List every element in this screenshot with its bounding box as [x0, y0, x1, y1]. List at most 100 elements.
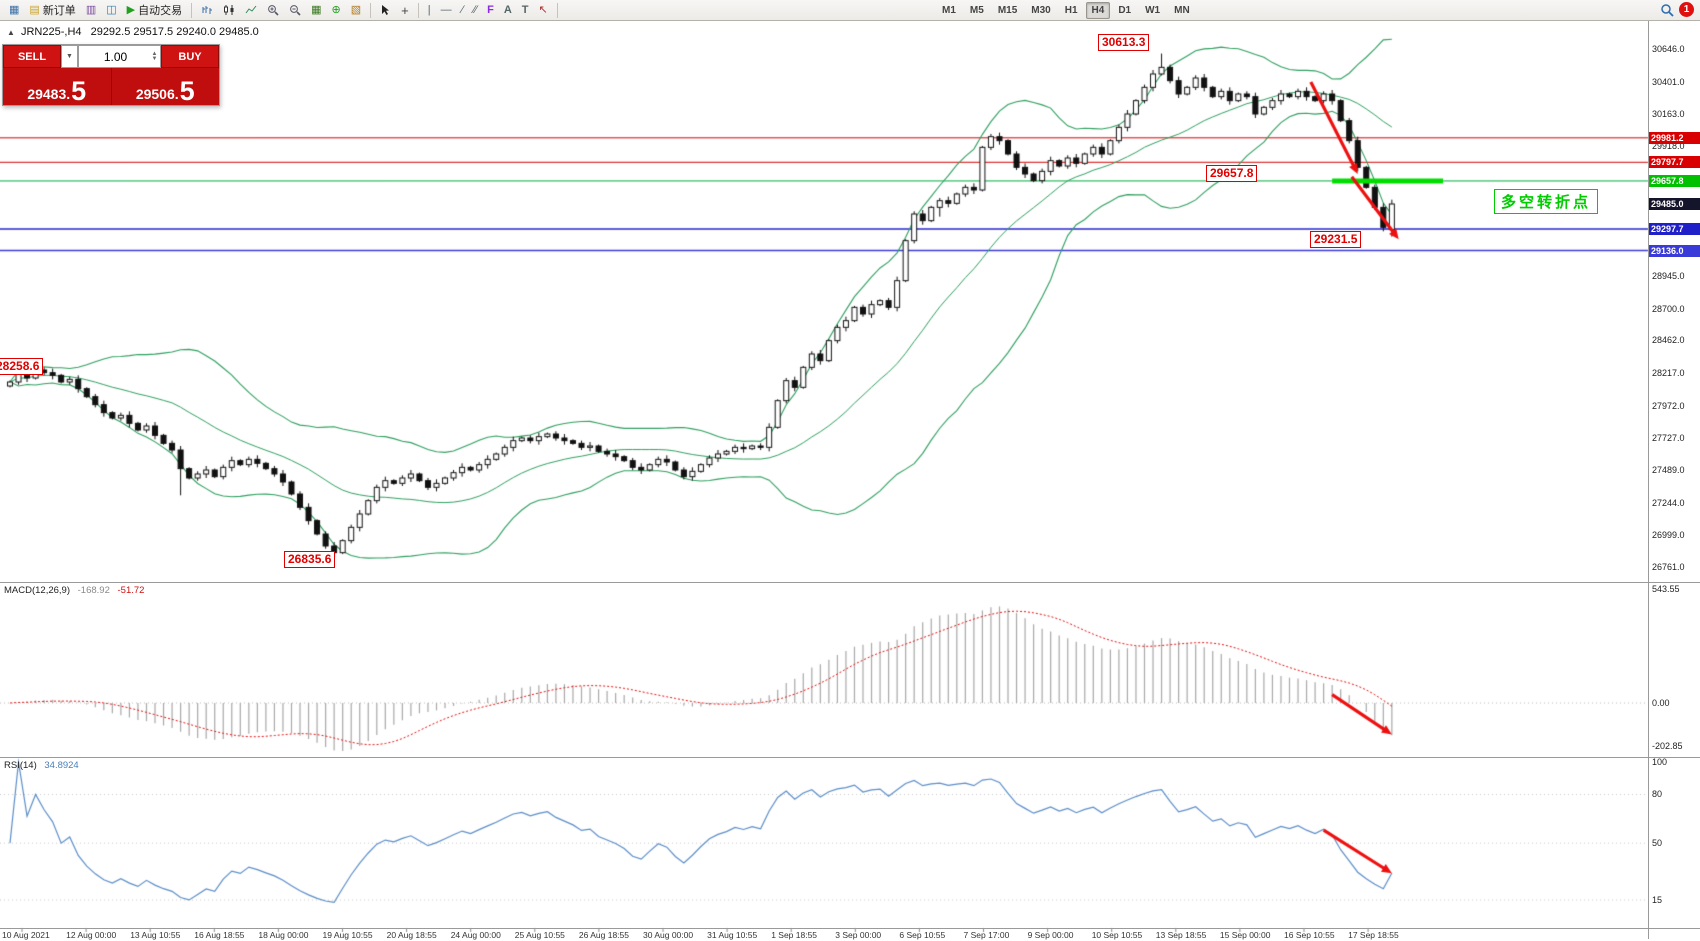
symbol-header: ▲ JRN225-,H4 29292.5 29517.5 29240.0 294… [7, 26, 259, 38]
volume-stepper[interactable]: ▲ ▼ [150, 46, 159, 67]
sell-price-display[interactable]: 29483. 5 [3, 68, 111, 105]
auto-trading-label: 自动交易 [138, 5, 183, 17]
buy-price-big-digit: 5 [179, 75, 195, 106]
search-icon[interactable] [1660, 3, 1674, 17]
sell-price-big-digit: 5 [71, 75, 87, 106]
vertical-line-button[interactable]: | [424, 1, 435, 20]
fibonacci-icon: F [487, 3, 494, 16]
symbol-icon: ▲ [7, 28, 15, 37]
terminal-button[interactable]: ◫ [102, 1, 120, 20]
pivot-note[interactable]: 多空转折点 [1494, 189, 1599, 214]
volume-input[interactable] [79, 46, 160, 67]
text-tool-icon: A [503, 3, 512, 16]
channel-button[interactable]: ∕∕ [469, 1, 481, 20]
zoom-in-button[interactable] [263, 1, 283, 20]
sell-price: 29483. [27, 86, 71, 103]
toolbar-separator [417, 2, 419, 18]
volume-preset-dropdown[interactable]: ▼ [61, 45, 78, 68]
macd-name: MACD(12,26,9) [4, 585, 70, 596]
timeframe-w1[interactable]: W1 [1145, 5, 1161, 16]
fibonacci-button[interactable]: F [483, 1, 498, 20]
pane-separator-rsi[interactable] [0, 757, 1700, 758]
new-order-button[interactable]: ▤ 新订单 [25, 1, 79, 20]
crosshair-icon: + [401, 2, 409, 18]
trendline-button[interactable]: ∕ [458, 1, 468, 20]
time-axis-separator [0, 928, 1700, 929]
profiles-button[interactable]: ▥ [82, 1, 100, 20]
zoom-in-icon [268, 5, 279, 16]
buy-button[interactable]: BUY [161, 45, 219, 68]
rsi-value: 34.8924 [44, 760, 79, 771]
price-axis-border [1648, 21, 1649, 939]
timeframe-h1[interactable]: H1 [1064, 5, 1078, 16]
play-icon: ▶ [126, 3, 136, 16]
symbol-ohlc: 29292.5 29517.5 29240.0 29485.0 [90, 26, 259, 38]
price-annotation[interactable]: 28258.6 [0, 358, 44, 375]
new-chart-button[interactable]: ▦ [5, 1, 23, 20]
profiles-icon: ▥ [85, 3, 97, 16]
text-tool-button[interactable]: A [500, 1, 516, 20]
macd-signal-value: -51.72 [117, 585, 145, 596]
bar-chart-icon [202, 6, 213, 14]
cursor-icon [382, 5, 390, 15]
text-label-button[interactable]: T [518, 1, 533, 20]
bar-chart-button[interactable] [197, 1, 217, 20]
toolbar-separator [370, 2, 372, 18]
timeframe-m5[interactable]: M5 [969, 5, 984, 16]
toolbar-right-group: 1 [1660, 2, 1694, 17]
macd-label: MACD(12,26,9) -168.92 -51.72 [4, 585, 144, 596]
toolbar-separator [556, 2, 558, 18]
line-chart-icon [245, 5, 257, 14]
one-click-trade-panel: SELL ▼ ▲▼ BUY 29483. 5 29506. 5 [2, 44, 220, 106]
macd-main-value: -168.92 [77, 585, 110, 596]
timeframe-m1[interactable]: M1 [942, 5, 956, 16]
templates-button[interactable]: ▧ [347, 1, 365, 20]
zoom-out-button[interactable] [285, 1, 305, 20]
price-annotation[interactable]: 26835.6 [284, 551, 336, 568]
sell-button[interactable]: SELL [3, 45, 61, 68]
rsi-label: RSI(14) 34.8924 [4, 760, 79, 771]
candlestick-chart-button[interactable] [219, 1, 239, 20]
tile-windows-button[interactable]: ▦ [307, 1, 325, 20]
timeframe-m15[interactable]: M15 [997, 5, 1018, 16]
indicators-button[interactable]: ⊕ [328, 1, 345, 20]
channel-icon: ∕∕ [473, 3, 478, 16]
crosshair-button[interactable]: + [397, 1, 413, 20]
volume-field-wrap: ▲▼ [78, 45, 161, 68]
buy-price-display[interactable]: 29506. 5 [111, 68, 219, 106]
volume-down-icon[interactable]: ▼ [151, 55, 158, 62]
price-annotation[interactable]: 29657.8 [1206, 165, 1258, 182]
price-annotation[interactable]: 30613.3 [1098, 34, 1150, 51]
arrows-tool-button[interactable]: ↖ [535, 1, 552, 20]
price-annotation[interactable]: 29231.5 [1310, 231, 1362, 248]
timeframe-group: M1 M5 M15 M30 H1 H4 D1 W1 MN [935, 2, 1197, 19]
vertical-line-icon: | [427, 3, 431, 16]
timeframe-mn[interactable]: MN [1174, 5, 1190, 16]
notification-badge[interactable]: 1 [1679, 2, 1694, 17]
timeframe-m30[interactable]: M30 [1031, 5, 1051, 16]
cursor-button[interactable] [376, 1, 395, 20]
add-indicator-icon: ⊕ [331, 3, 341, 16]
line-chart-button[interactable] [241, 1, 261, 20]
candlestick-icon [224, 5, 234, 15]
pane-separator-macd[interactable] [0, 582, 1700, 583]
main-toolbar: ▦ ▤ 新订单 ▥ ◫ ▶ 自动交易 ▦ ⊕ ▧ + | — ∕ ∕∕ F A … [0, 0, 1700, 21]
horizontal-line-icon: — [440, 3, 452, 16]
text-label-icon: T [521, 3, 529, 16]
timeframe-h4[interactable]: H4 [1085, 2, 1111, 19]
trendline-icon: ∕ [461, 3, 464, 16]
auto-trading-button[interactable]: ▶ 自动交易 [123, 1, 186, 20]
arrows-tool-icon: ↖ [538, 3, 548, 16]
terminal-icon: ◫ [106, 3, 117, 16]
new-order-label: 新订单 [42, 5, 76, 17]
new-order-icon: ▤ [29, 3, 40, 16]
symbol-name: JRN225-,H4 [20, 26, 82, 38]
zoom-out-icon [290, 5, 301, 16]
horizontal-line-button[interactable]: — [437, 1, 456, 20]
rsi-name: RSI(14) [4, 760, 37, 771]
chart-window-icon: ▦ [9, 3, 20, 16]
volume-up-icon[interactable]: ▲ [151, 50, 158, 57]
timeframe-d1[interactable]: D1 [1118, 5, 1132, 16]
toolbar-separator [191, 2, 193, 18]
